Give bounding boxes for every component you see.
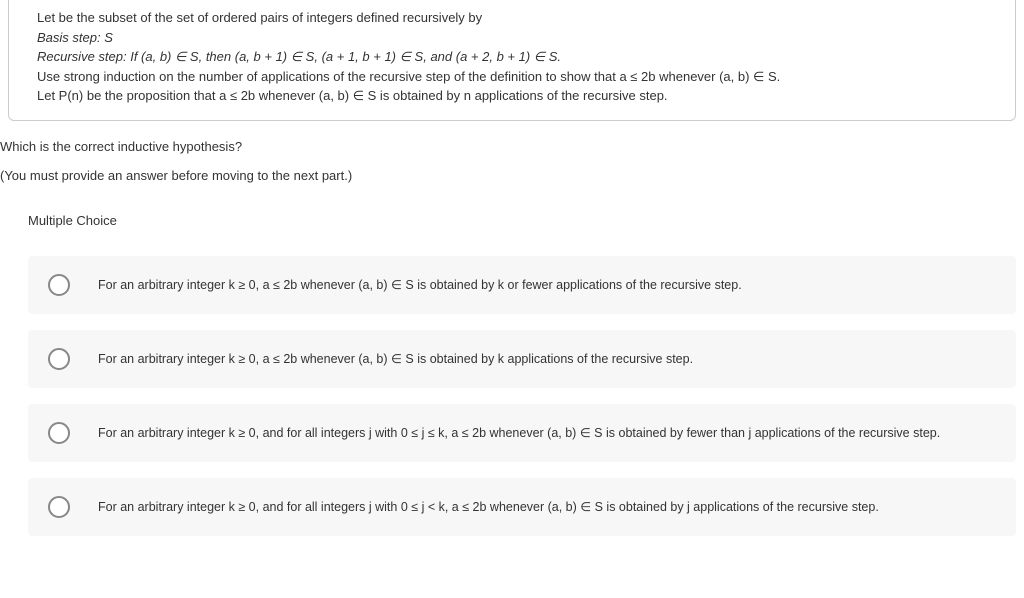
question-area: Which is the correct inductive hypothesi… <box>0 121 1024 183</box>
radio-icon[interactable] <box>48 348 70 370</box>
mc-label: Multiple Choice <box>28 213 1016 228</box>
problem-recursive-step: Recursive step: If (a, b) ∈ S, then (a, … <box>37 47 997 67</box>
radio-icon[interactable] <box>48 422 70 444</box>
mc-option[interactable]: For an arbitrary integer k ≥ 0, a ≤ 2b w… <box>28 256 1016 314</box>
mc-option-text: For an arbitrary integer k ≥ 0, a ≤ 2b w… <box>98 277 742 292</box>
problem-statement: Let be the subset of the set of ordered … <box>8 0 1016 121</box>
multiple-choice-section: Multiple Choice For an arbitrary integer… <box>28 213 1016 536</box>
mc-option-text: For an arbitrary integer k ≥ 0, and for … <box>98 425 940 440</box>
radio-icon[interactable] <box>48 274 70 296</box>
question-prompt: Which is the correct inductive hypothesi… <box>0 139 1024 154</box>
problem-basis-step: Basis step: S <box>37 28 997 48</box>
radio-icon[interactable] <box>48 496 70 518</box>
mc-option-text: For an arbitrary integer k ≥ 0, and for … <box>98 499 879 514</box>
question-note: (You must provide an answer before movin… <box>0 168 1024 183</box>
mc-option[interactable]: For an arbitrary integer k ≥ 0, and for … <box>28 478 1016 536</box>
mc-option[interactable]: For an arbitrary integer k ≥ 0, and for … <box>28 404 1016 462</box>
problem-instruction: Use strong induction on the number of ap… <box>37 67 997 87</box>
problem-proposition: Let P(n) be the proposition that a ≤ 2b … <box>37 86 997 106</box>
mc-option-text: For an arbitrary integer k ≥ 0, a ≤ 2b w… <box>98 351 693 366</box>
problem-line: Let be the subset of the set of ordered … <box>37 8 997 28</box>
mc-option[interactable]: For an arbitrary integer k ≥ 0, a ≤ 2b w… <box>28 330 1016 388</box>
